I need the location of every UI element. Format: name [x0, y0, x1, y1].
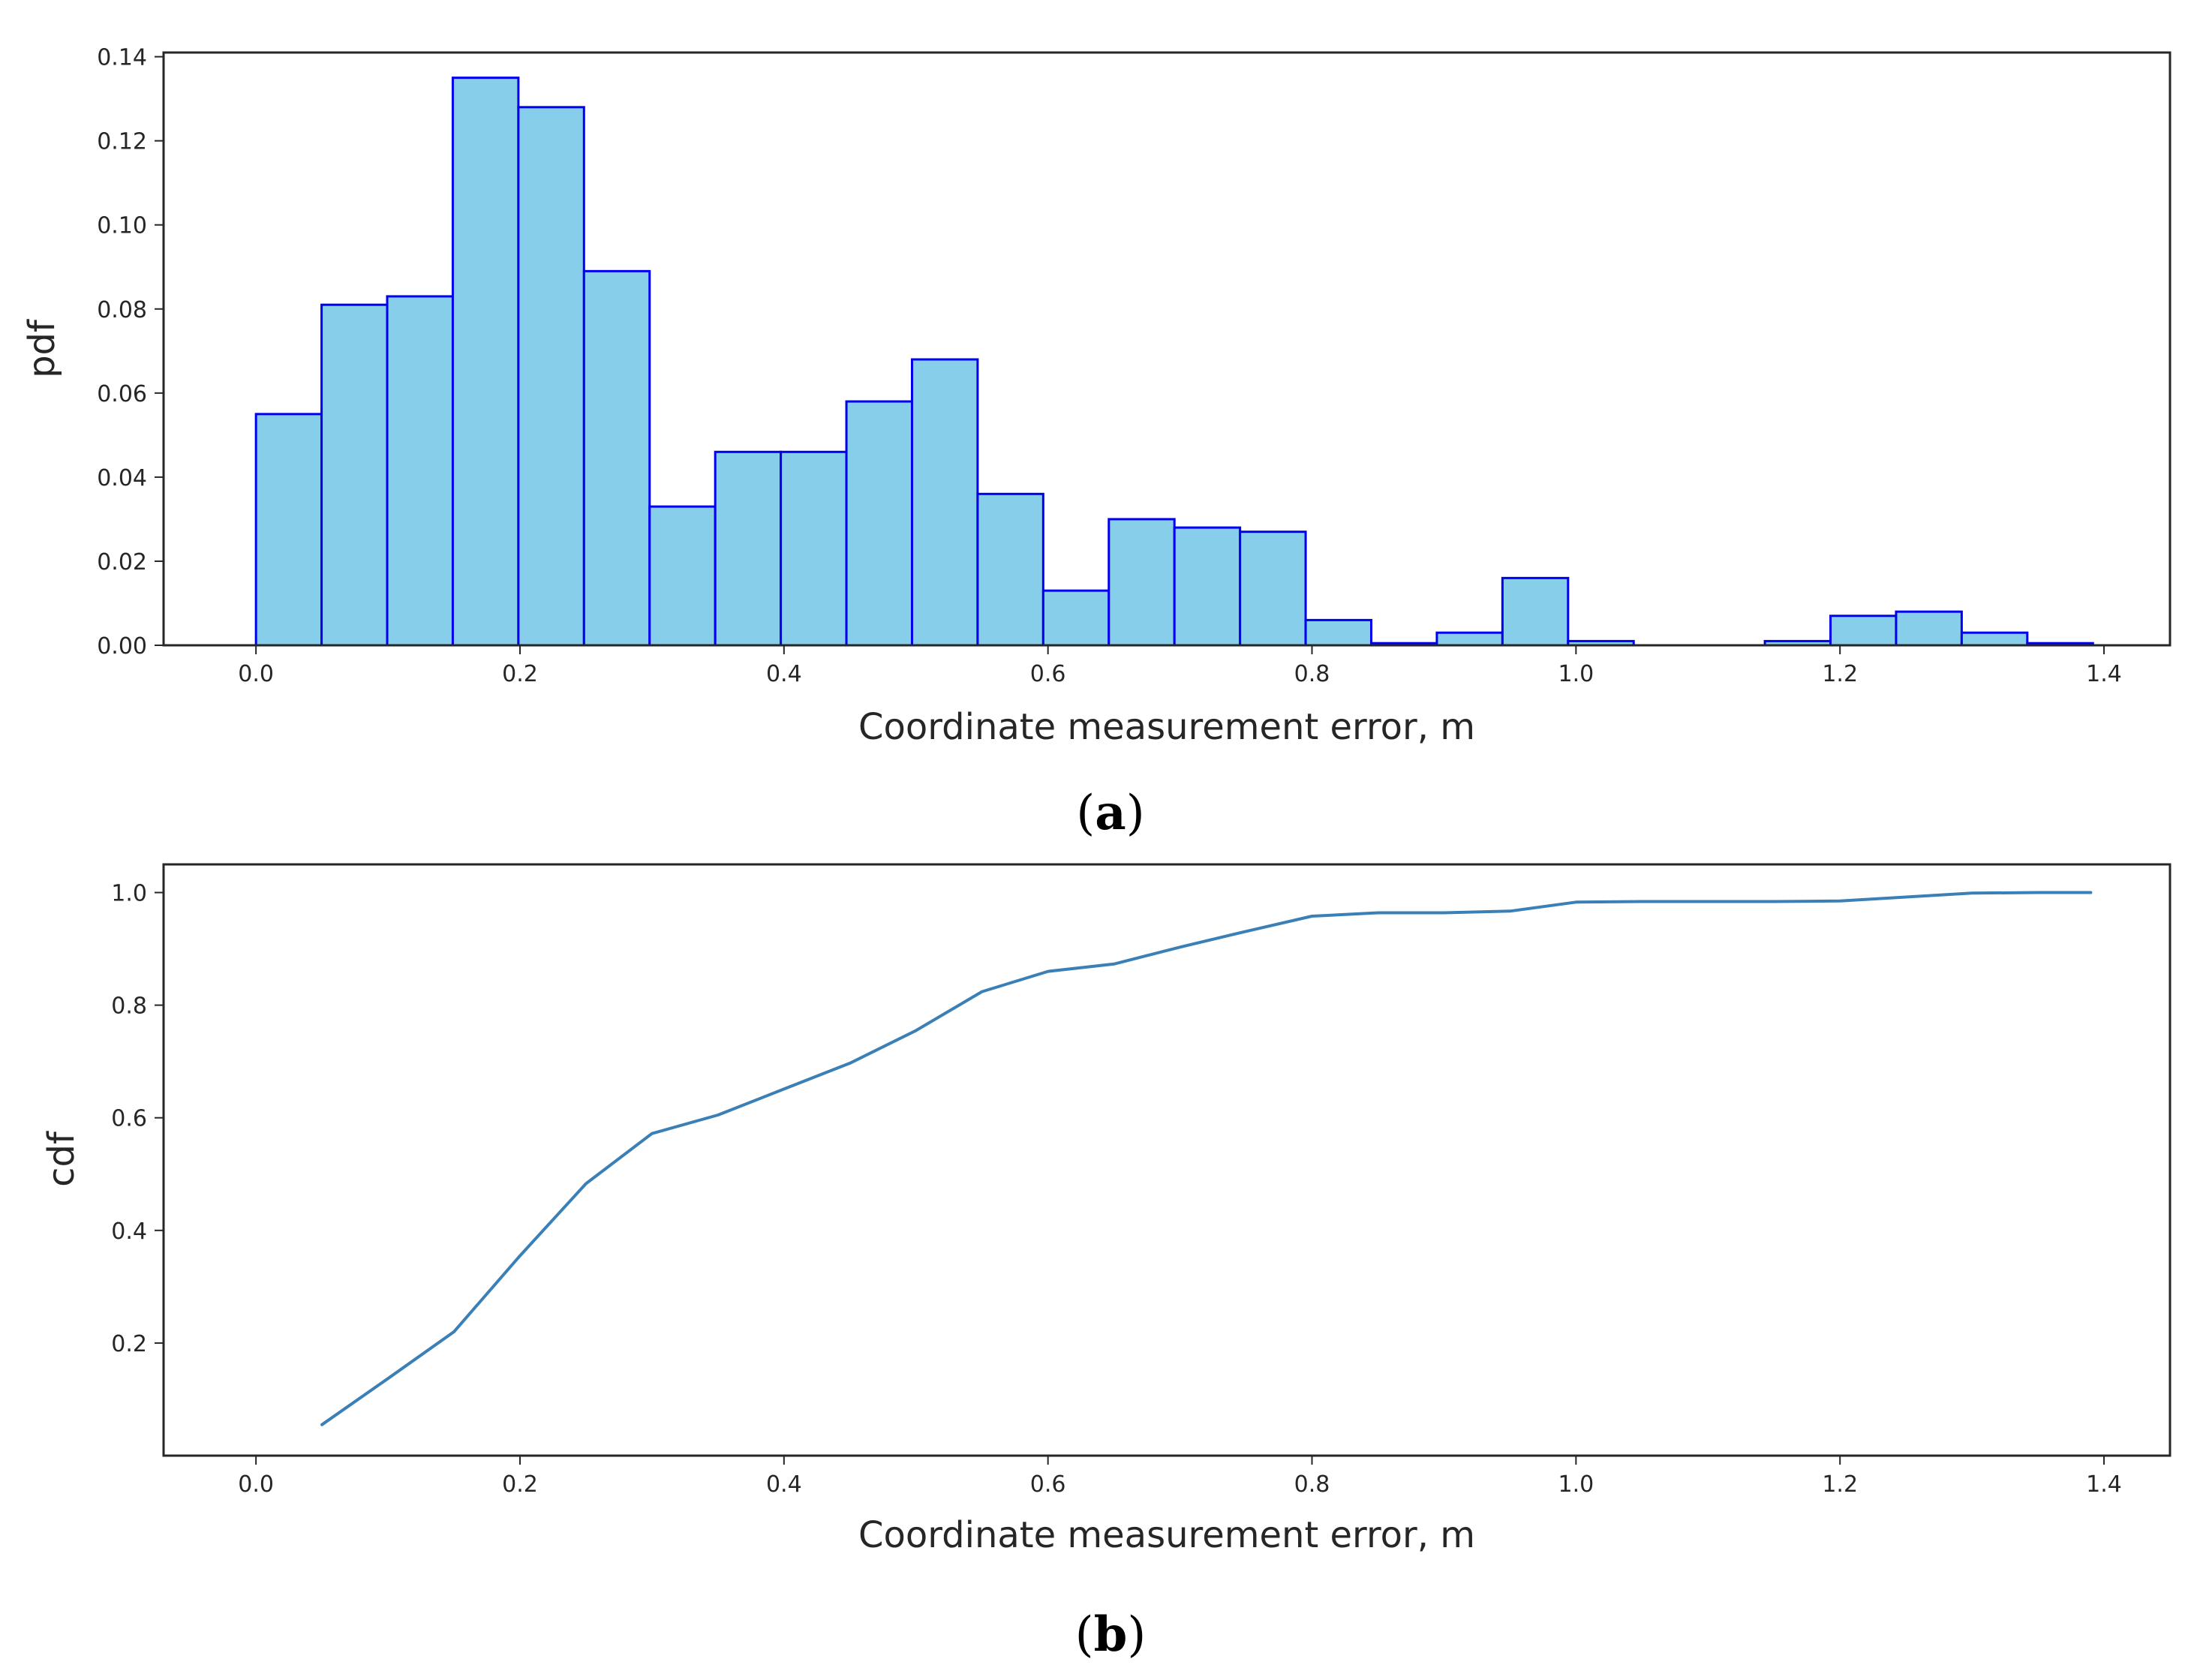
pdf-y-tick-label: 0.10 — [97, 213, 147, 239]
cdf-x-tick-label: 0.6 — [1030, 1471, 1066, 1498]
histogram-bar — [1041, 589, 1111, 647]
cdf-x-tick-label: 1.2 — [1822, 1471, 1858, 1498]
pdf-x-tick-label: 1.0 — [1558, 661, 1594, 687]
histogram-bar — [1895, 610, 1963, 647]
pdf-x-tick-label: 0.6 — [1030, 661, 1066, 687]
histogram-bar — [1173, 526, 1242, 647]
histogram-bar — [1960, 631, 2029, 647]
pdf-x-tick-label: 0.2 — [502, 661, 538, 687]
cdf-y-tick-label: 1.0 — [111, 881, 147, 907]
histogram-bar — [582, 269, 651, 647]
pdf-y-tick-label: 0.06 — [97, 381, 147, 407]
cdf-x-tick-label: 0.0 — [238, 1471, 274, 1498]
pdf-plot-frame — [162, 51, 2171, 647]
pdf-x-tick-label: 0.0 — [238, 661, 274, 687]
histogram-bar — [648, 505, 717, 647]
histogram-bar — [845, 400, 913, 647]
cdf-y-tick-label: 0.4 — [111, 1219, 147, 1245]
histogram-bar — [517, 106, 585, 647]
cdf-x-ticks: 0.0 0.2 0.4 0.6 0.8 1.0 1.2 1.4 — [238, 1456, 2122, 1498]
caption-a: (a) — [1076, 785, 1144, 841]
cdf-line-panel: 0.0 0.2 0.4 0.6 0.8 1.0 1.2 1.4 0.2 0.4 0.6 0.8 1.0… — [41, 863, 2171, 1663]
histogram-bar — [910, 358, 979, 647]
histogram-bar — [1435, 631, 1504, 647]
cdf-x-tick-label: 0.8 — [1294, 1471, 1330, 1498]
cdf-plot-frame — [162, 863, 2171, 1457]
cdf-x-tick-label: 1.4 — [2086, 1471, 2122, 1498]
pdf-y-tick-label: 0.08 — [97, 297, 147, 323]
caption-b: (b) — [1075, 1606, 1147, 1663]
pdf-x-tick-label: 0.4 — [766, 661, 802, 687]
histogram-bar — [714, 450, 783, 647]
pdf-y-tick-label: 0.14 — [97, 45, 147, 71]
pdf-y-tick-label: 0.12 — [97, 129, 147, 155]
cdf-y-axis-label: cdf — [41, 1131, 83, 1187]
pdf-x-tick-label: 0.8 — [1294, 661, 1330, 687]
cdf-y-tick-label: 0.8 — [111, 993, 147, 1020]
cdf-y-tick-label: 0.6 — [111, 1106, 147, 1132]
cdf-x-tick-label: 0.2 — [502, 1471, 538, 1498]
histogram-bars — [254, 77, 2094, 647]
histogram-bar — [1239, 530, 1307, 647]
histogram-bar — [254, 413, 323, 647]
histogram-bar — [1304, 618, 1373, 647]
pdf-x-ticks: 0.0 0.2 0.4 0.6 0.8 1.0 1.2 1.4 — [238, 645, 2122, 687]
cdf-x-tick-label: 0.4 — [766, 1471, 802, 1498]
pdf-x-axis-label: Coordinate measurement error, m — [858, 706, 1475, 748]
cdf-x-tick-label: 1.0 — [1558, 1471, 1594, 1498]
pdf-y-tick-label: 0.04 — [97, 465, 147, 491]
cdf-y-ticks: 0.2 0.4 0.6 0.8 1.0 — [111, 881, 164, 1357]
histogram-bar — [976, 492, 1044, 647]
pdf-y-tick-label: 0.02 — [97, 549, 147, 576]
histogram-bar — [1829, 615, 1898, 647]
histogram-bar — [451, 77, 520, 647]
pdf-x-tick-label: 1.2 — [1822, 661, 1858, 687]
histogram-bar — [780, 450, 848, 647]
pdf-y-ticks: 0.00 0.02 0.04 0.06 0.08 0.10 0.12 0.14 — [97, 45, 164, 660]
pdf-y-axis-label: pdf — [21, 319, 63, 378]
histogram-bar — [386, 295, 454, 647]
histogram-bar — [1501, 576, 1570, 647]
histogram-bar — [1108, 518, 1176, 647]
pdf-histogram-panel: 0.0 0.2 0.4 0.6 0.8 1.0 1.2 1.4 0.000.020.040.0… — [21, 45, 2171, 841]
cdf-series-line — [320, 891, 2093, 1426]
cdf-x-axis-label: Coordinate measurement error, m — [858, 1514, 1475, 1556]
cdf-y-tick-label: 0.2 — [111, 1331, 147, 1357]
histogram-bar — [320, 303, 389, 647]
pdf-x-tick-label: 1.4 — [2086, 661, 2122, 687]
pdf-y-tick-label: 0.00 — [97, 633, 147, 660]
